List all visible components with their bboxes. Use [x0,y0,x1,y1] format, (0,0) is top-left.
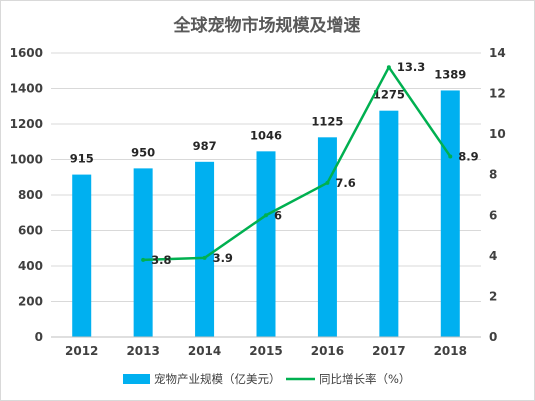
line-point-2017 [386,65,391,70]
x-tick-label: 2012 [65,344,98,358]
line-data-label: 3.9 [213,251,233,265]
left-tick-label: 1400 [10,82,43,96]
legend-line-label: 同比增长率（%） [319,372,410,386]
line-data-label: 13.3 [397,60,425,74]
line-data-label: 3.8 [151,253,171,267]
line-data-label: 6 [274,208,282,222]
line-point-2018 [448,154,453,159]
left-tick-label: 1200 [10,117,43,131]
chart-title: 全球宠物市场规模及增速 [173,15,361,36]
left-axis: 0 200 400 600 800 1000 1200 1400 1600 [10,46,43,344]
bar-2013 [133,168,153,337]
right-tick-label: 6 [489,208,497,222]
bar-data-label: 950 [131,145,155,159]
line-data-label: 7.6 [335,176,355,190]
x-tick-label: 2017 [372,344,405,358]
line-series: 3.8 3.9 6 7.6 13.3 8.9 [141,60,479,267]
right-tick-label: 12 [489,87,506,101]
line-data-label: 8.9 [458,149,478,163]
bar-data-label: 1125 [311,114,343,128]
bar-2018 [440,90,460,337]
legend-bar-label: 宠物产业规模（亿美元） [154,372,281,386]
x-tick-label: 2015 [249,344,282,358]
left-tick-label: 1000 [10,153,43,167]
growth-line [143,65,452,262]
bar-data-label: 1275 [373,88,405,102]
bar-data-label: 987 [193,139,217,153]
line-point-2013 [141,257,146,262]
bar-data-label: 915 [70,152,94,166]
x-tick-label: 2016 [311,344,344,358]
left-tick-label: 600 [18,224,43,238]
bar-data-label: 1389 [434,67,466,81]
bar-series: 915 950 987 1046 1125 1275 1389 [70,67,466,337]
right-tick-label: 10 [489,127,506,141]
x-tick-label: 2014 [188,344,221,358]
bar-2017 [379,110,399,337]
legend: 宠物产业规模（亿美元） 同比增长率（%） [123,372,410,386]
right-axis: 0 2 4 6 8 10 12 14 [489,46,506,344]
bar-2014 [195,161,215,337]
left-tick-label: 800 [18,188,43,202]
bar-2012 [72,174,92,337]
line-point-2016 [325,180,330,185]
x-axis: 2012 2013 2014 2015 2016 2017 2018 [51,336,481,358]
right-tick-label: 4 [489,249,497,263]
bar-data-label: 1046 [250,128,282,142]
x-tick-label: 2018 [434,344,467,358]
left-tick-label: 1600 [10,46,43,60]
legend-bar-swatch [123,374,150,384]
bar-2015 [256,151,276,337]
left-tick-label: 400 [18,259,43,273]
right-tick-label: 0 [489,330,497,344]
right-tick-label: 2 [489,289,497,303]
left-tick-label: 0 [35,330,43,344]
right-tick-label: 14 [489,46,506,60]
right-tick-label: 8 [489,168,497,182]
line-point-2015 [264,213,268,218]
line-point-2014 [202,255,207,260]
x-tick-label: 2013 [126,344,159,358]
left-tick-label: 200 [18,295,43,309]
bar-2016 [317,137,337,337]
